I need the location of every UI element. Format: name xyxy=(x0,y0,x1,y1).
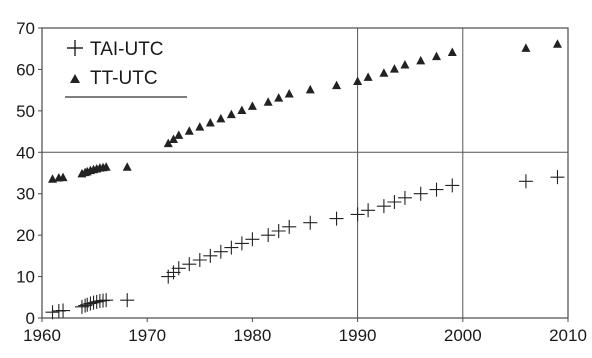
tai-utc-point xyxy=(350,207,365,222)
tt-utc-point xyxy=(216,113,226,123)
tt-utc-point xyxy=(263,97,273,106)
tt-utc-point xyxy=(284,88,294,98)
tai-utc-point xyxy=(56,303,71,318)
tt-utc-point xyxy=(416,55,426,65)
tt-utc-point xyxy=(274,93,284,102)
tt-utc-point xyxy=(305,84,315,94)
tai-utc-point xyxy=(445,178,460,193)
tt-utc-point xyxy=(122,162,132,171)
tai-utc-point xyxy=(518,174,533,189)
tai-utc-point xyxy=(45,305,60,320)
tt-utc-point xyxy=(389,64,399,73)
legend-label-tt-utc: TT-UTC xyxy=(90,68,158,89)
tai-utc-point xyxy=(261,228,276,243)
y-tick-label: 10 xyxy=(16,268,35,287)
x-tick-label: 1980 xyxy=(233,326,271,345)
tai-utc-point xyxy=(303,215,318,230)
tt-utc-point xyxy=(48,174,58,183)
y-tick-label: 50 xyxy=(16,102,35,121)
legend: TAI-UTC TT-UTC xyxy=(65,39,187,98)
y-tick-label: 40 xyxy=(16,143,35,162)
tai-utc-point xyxy=(271,224,286,238)
x-tick-label: 2000 xyxy=(444,326,482,345)
tt-utc-point xyxy=(332,80,342,90)
x-tick-label: 1960 xyxy=(23,326,61,345)
tai-utc-point xyxy=(74,299,89,314)
x-tick-label: 2010 xyxy=(549,326,587,345)
tai-utc-point xyxy=(387,195,402,209)
tt-utc-point xyxy=(174,130,184,139)
series-tai-utc xyxy=(45,170,565,320)
tt-utc-point xyxy=(184,126,194,135)
legend-label-tai-utc: TAI-UTC xyxy=(90,39,164,60)
tai-utc-point xyxy=(224,240,239,255)
tai-utc-point xyxy=(171,261,186,276)
y-tick-label: 30 xyxy=(16,185,35,204)
data-marks xyxy=(45,39,565,320)
series-tt-utc xyxy=(48,39,562,183)
y-tick-label: 0 xyxy=(26,309,35,328)
y-tick-label: 20 xyxy=(16,226,35,245)
legend-triangle-marker xyxy=(70,74,80,83)
tai-utc-point xyxy=(429,182,444,197)
tai-utc-point xyxy=(329,211,344,226)
x-tick-label: 1990 xyxy=(339,326,377,345)
tt-utc-point xyxy=(247,101,257,110)
tai-utc-point xyxy=(361,203,376,218)
tai-utc-point xyxy=(99,293,114,308)
tt-utc-point xyxy=(163,138,173,148)
legend-plus-marker xyxy=(67,40,83,56)
tt-utc-point xyxy=(353,76,363,86)
tai-utc-point xyxy=(282,219,297,234)
tt-utc-point xyxy=(432,51,441,61)
tai-utc-point xyxy=(86,295,101,310)
legend-entry-tt-utc: TT-UTC xyxy=(70,68,158,89)
tt-utc-point xyxy=(205,117,215,127)
tt-utc-point xyxy=(58,172,68,182)
tai-utc-point xyxy=(182,257,197,272)
tai-utc-point xyxy=(203,248,218,263)
tai-utc-point xyxy=(213,244,228,259)
tai-utc-point xyxy=(550,170,565,185)
tai-utc-point xyxy=(83,296,98,311)
tai-utc-point xyxy=(397,190,412,205)
tt-utc-point xyxy=(226,109,236,119)
tai-utc-point xyxy=(192,253,207,267)
tai-utc-point xyxy=(78,298,93,313)
y-tick-label: 70 xyxy=(16,19,35,38)
tt-utc-point xyxy=(521,43,531,52)
tt-utc-point xyxy=(379,68,389,77)
tt-utc-point xyxy=(169,134,178,144)
x-tick-label: 1970 xyxy=(128,326,166,345)
axis-ticks: 0 10 20 30 40 50 60 70 1960 1970 1980 1990 2000 2010 xyxy=(16,19,587,345)
tt-utc-point xyxy=(363,72,373,81)
tt-utc-point xyxy=(447,47,457,57)
tai-utc-point xyxy=(245,232,260,247)
legend-entry-tai-utc: TAI-UTC xyxy=(67,39,164,60)
tai-utc-point xyxy=(120,293,135,308)
tt-utc-point xyxy=(237,105,247,115)
tai-utc-point xyxy=(234,236,249,251)
plot-frame xyxy=(41,27,569,319)
tai-utc-point xyxy=(80,297,95,312)
grid-lines xyxy=(42,28,568,318)
y-tick-label: 60 xyxy=(16,60,35,79)
tt-utc-point xyxy=(400,59,410,69)
tt-utc-point xyxy=(552,39,562,48)
tt-utc-point xyxy=(195,122,205,131)
tai-utc-point xyxy=(89,294,104,309)
tai-utc-point xyxy=(413,186,428,201)
tt-utc-point xyxy=(101,162,111,171)
tai-utc-point xyxy=(376,199,391,214)
